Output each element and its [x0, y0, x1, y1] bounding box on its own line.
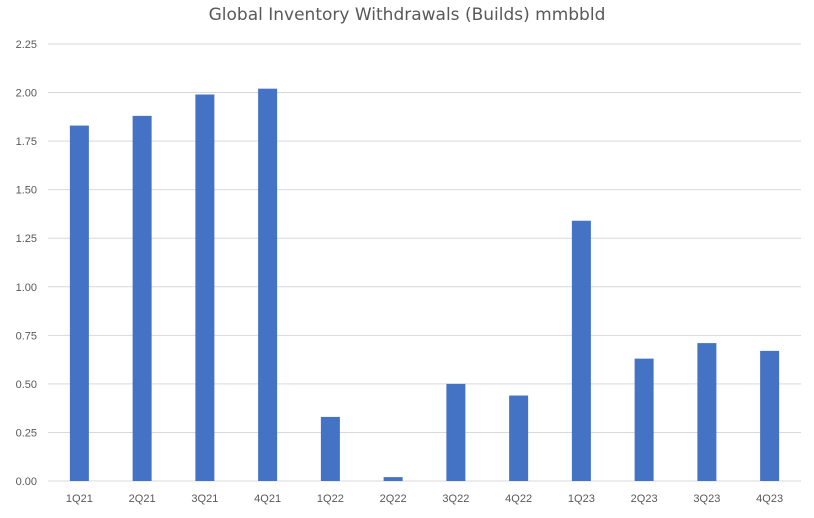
x-tick-label: 2Q21 [129, 493, 156, 505]
y-axis-ticks: 0.00 0.25 0.50 0.75 1.00 1.25 1.50 1.75 2.00 2.25 [16, 39, 37, 488]
bar-4Q22 [509, 395, 529, 481]
bar-3Q23 [697, 343, 717, 481]
x-tick-label: 3Q22 [442, 493, 469, 505]
bar-2Q22 [383, 477, 403, 481]
bar-3Q22 [446, 383, 466, 481]
gridlines [48, 43, 801, 482]
y-tick-label: 1.50 [16, 185, 37, 197]
x-tick-label: 1Q23 [568, 493, 595, 505]
bar-1Q22 [320, 416, 340, 481]
y-tick-label: 1.00 [16, 282, 37, 294]
bar-2Q23 [634, 358, 654, 481]
y-tick-label: 0.25 [16, 427, 37, 439]
y-tick-label: 1.75 [16, 136, 37, 148]
bar-4Q21 [258, 88, 278, 481]
y-tick-label: 1.25 [16, 233, 37, 245]
y-tick-label: 2.00 [16, 88, 37, 100]
y-tick-label: 0.50 [16, 379, 37, 391]
bar-3Q21 [195, 94, 215, 482]
bar-2Q21 [132, 115, 152, 482]
x-tick-label: 2Q23 [631, 493, 658, 505]
x-tick-label: 4Q21 [254, 493, 281, 505]
y-tick-label: 0.75 [16, 330, 37, 342]
x-tick-label: 4Q22 [505, 493, 532, 505]
bar-4Q23 [760, 350, 780, 481]
x-tick-label: 4Q23 [756, 493, 783, 505]
x-tick-label: 2Q22 [380, 493, 407, 505]
x-tick-label: 1Q22 [317, 493, 344, 505]
x-tick-label: 3Q21 [191, 493, 218, 505]
bar-1Q21 [69, 125, 89, 481]
bar-1Q23 [571, 220, 591, 481]
x-tick-label: 1Q21 [66, 493, 93, 505]
x-tick-label: 3Q23 [693, 493, 720, 505]
bars [69, 88, 780, 482]
y-tick-label: 0.00 [16, 476, 37, 488]
chart-title: Global Inventory Withdrawals (Builds) mm… [208, 5, 606, 25]
y-tick-label: 2.25 [16, 39, 37, 51]
x-axis-ticks: 1Q21 2Q21 3Q21 4Q21 1Q22 2Q22 3Q22 4Q22 1Q23 2Q23… [66, 493, 783, 505]
